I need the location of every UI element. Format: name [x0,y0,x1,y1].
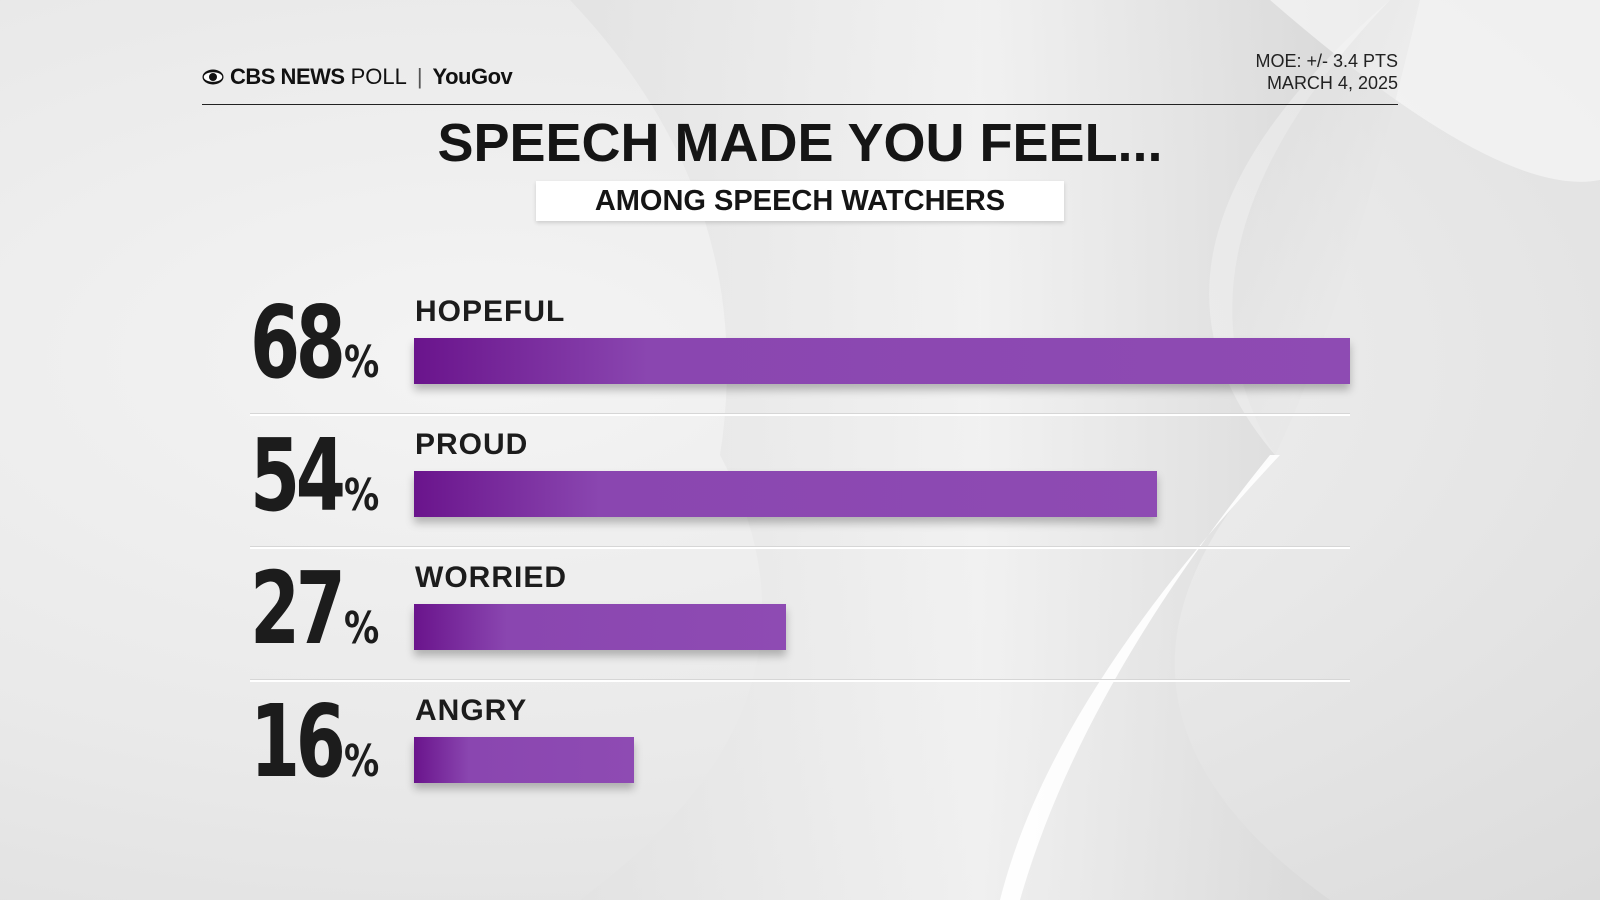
bar [414,737,634,783]
value-percent-sign: % [343,736,380,787]
category-label: ANGRY [415,694,528,727]
chart-row: 27% WORRIED [250,549,1350,681]
poll-date: MARCH 4, 2025 [1266,73,1398,93]
value-number: 16 [250,683,346,800]
brand-yougov: YouGov [432,64,513,89]
category-label: WORRIED [415,561,567,594]
value-number: 27 [250,550,346,667]
value-label: 68% [250,293,388,393]
value-number: 54 [250,417,346,534]
bar [414,604,786,650]
brand-cbs-news: CBS NEWS [230,64,345,89]
brand-separator: | [416,64,423,89]
row-divider [250,547,1350,549]
chart-row: 16% ANGRY [250,682,1350,814]
category-label: PROUD [415,428,529,461]
brand-logo: CBS NEWS POLL | YouGov [202,64,513,90]
value-percent-sign: % [343,603,380,654]
value-label: 27% [250,559,388,659]
row-divider [250,680,1350,682]
header: CBS NEWS POLL | YouGov MOE: +/- 3.4 PTS … [202,50,1398,105]
brand-poll: POLL [350,64,407,89]
chart-title: SPEECH MADE YOU FEEL... [437,113,1163,173]
value-percent-sign: % [343,470,380,521]
chart-subtitle: AMONG SPEECH WATCHERS [594,184,1006,217]
cbs-eye-icon [202,69,224,85]
value-label: 54% [250,426,388,526]
chart-row: 68% HOPEFUL [250,283,1350,415]
row-divider [250,414,1350,416]
margin-of-error: MOE: +/- 3.4 PTS [1255,51,1398,71]
value-percent-sign: % [343,337,380,388]
category-label: HOPEFUL [415,295,566,328]
bar [414,338,1350,384]
bar [414,471,1157,517]
chart-row: 54% PROUD [250,416,1350,548]
value-label: 16% [250,692,388,792]
poll-meta: MOE: +/- 3.4 PTS MARCH 4, 2025 [1255,50,1398,94]
subtitle-box: AMONG SPEECH WATCHERS [536,181,1064,221]
value-number: 68 [250,284,346,401]
